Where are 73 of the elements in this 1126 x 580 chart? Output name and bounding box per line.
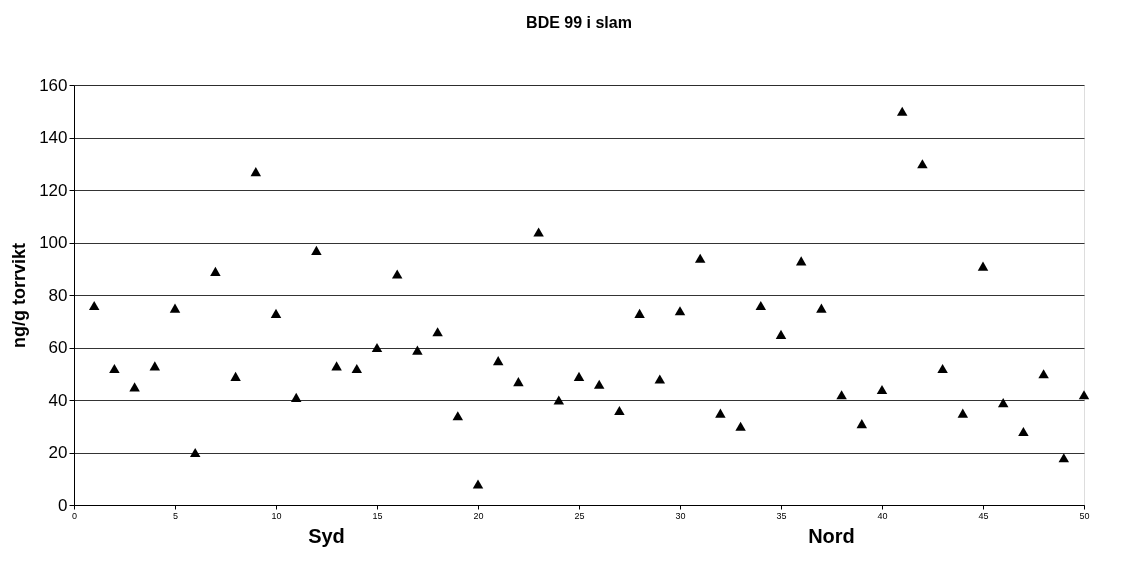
text: Syd — [308, 525, 345, 547]
y-tick-label: 20 — [48, 443, 68, 462]
x-tick-label: 50 — [1079, 510, 1090, 521]
y-axis-title: ng/g torrvikt — [9, 242, 30, 349]
x-tick-label: 30 — [675, 510, 686, 521]
point — [836, 390, 847, 400]
point — [715, 408, 726, 418]
point — [391, 269, 403, 279]
point — [896, 106, 908, 116]
point — [513, 377, 524, 387]
point — [634, 308, 645, 318]
point — [755, 300, 767, 311]
point — [573, 371, 585, 381]
y-tick-label: 120 — [39, 180, 68, 200]
point — [230, 371, 241, 381]
point — [977, 261, 989, 271]
point — [492, 356, 504, 366]
point — [169, 303, 181, 313]
y-tick-label: 60 — [48, 338, 68, 357]
x-tick-label: 25 — [574, 510, 585, 521]
point — [250, 167, 262, 177]
chart-title: BDE 99 i slam — [526, 14, 632, 31]
y-tick-label: 40 — [48, 390, 68, 410]
point — [270, 308, 282, 318]
point — [412, 345, 423, 355]
point — [1078, 390, 1090, 400]
point — [654, 374, 666, 384]
point — [149, 361, 161, 371]
point — [1058, 453, 1070, 463]
point — [816, 303, 827, 313]
x-tick-label: 20 — [473, 510, 484, 521]
x-tick-label: 5 — [172, 510, 179, 521]
x-tick-label: 0 — [71, 510, 78, 521]
point — [351, 363, 363, 374]
y-tick-label: 140 — [39, 128, 68, 147]
point — [371, 342, 383, 353]
point — [553, 395, 565, 405]
point — [88, 300, 100, 311]
point — [957, 408, 969, 418]
point — [331, 361, 342, 371]
point — [1038, 369, 1049, 379]
point — [472, 479, 484, 489]
point — [674, 306, 686, 316]
point — [129, 382, 140, 392]
point — [735, 421, 746, 431]
point — [432, 327, 443, 337]
point — [189, 447, 201, 458]
point — [1018, 426, 1029, 437]
y-tick-label: 100 — [39, 233, 68, 252]
point — [856, 419, 868, 429]
x-tick-label: 45 — [978, 510, 989, 521]
point — [876, 384, 888, 395]
point — [917, 159, 928, 169]
point — [311, 245, 322, 255]
x-tick-label: 35 — [776, 510, 787, 521]
y-tick-label: 80 — [48, 285, 68, 305]
point — [775, 329, 787, 339]
x-tick-label: 10 — [271, 510, 282, 521]
x-tick-label: 40 — [877, 510, 888, 521]
point — [795, 256, 807, 266]
x-tick-label: 15 — [372, 510, 383, 521]
point — [452, 411, 464, 421]
point — [533, 227, 544, 237]
point — [593, 379, 605, 389]
point — [997, 398, 1009, 408]
y-tick-label: 160 — [39, 75, 68, 95]
point — [614, 405, 625, 416]
point — [937, 363, 948, 374]
point — [290, 392, 302, 402]
point — [210, 266, 221, 276]
text: Nord — [808, 525, 855, 547]
point — [694, 253, 706, 263]
point — [109, 363, 120, 374]
